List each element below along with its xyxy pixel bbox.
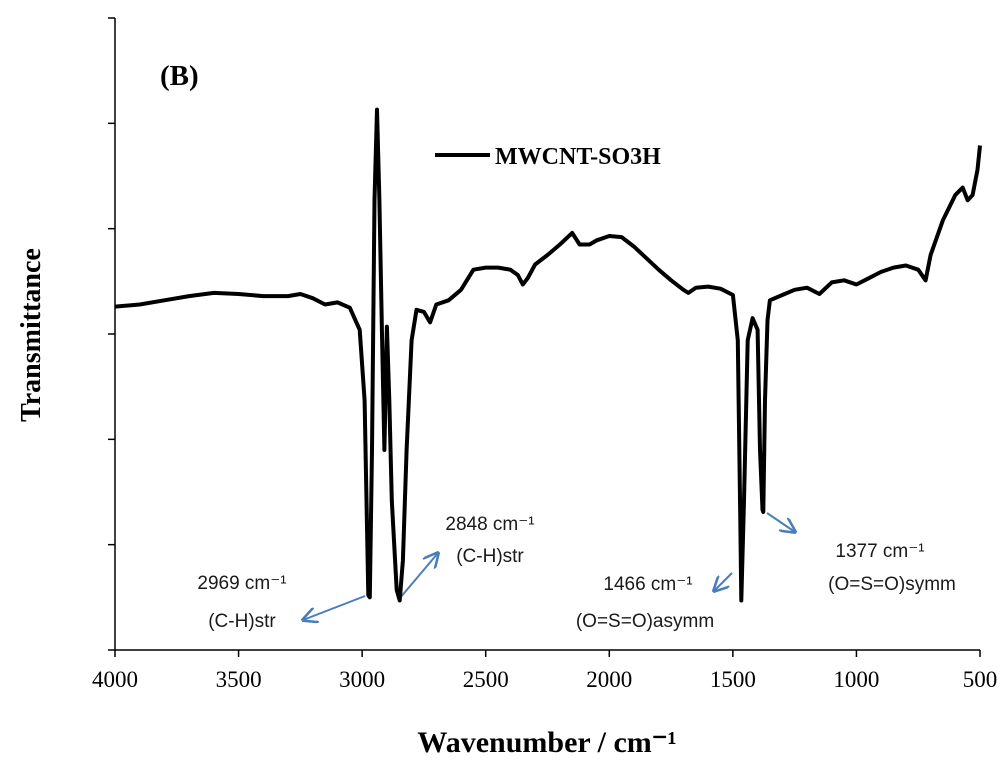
x-tick-label: 3500: [216, 667, 262, 692]
annotation-note: (O=S=O)symm: [828, 574, 956, 595]
x-tick-label: 2000: [586, 667, 632, 692]
panel-label: (B): [160, 60, 199, 92]
y-axis-title: Transmittance: [16, 248, 47, 422]
arrow: [399, 553, 438, 599]
x-axis-title: Wavenumber / cm⁻¹: [417, 726, 676, 759]
arrow: [766, 512, 795, 532]
annotation-label: 1466 cm⁻¹: [603, 574, 692, 595]
x-tick-label: 2500: [463, 667, 509, 692]
annotation-note: (C-H)str: [456, 546, 524, 567]
x-tick-label: 1500: [710, 667, 756, 692]
annotation-label: 1377 cm⁻¹: [835, 541, 924, 562]
x-tick-label: 1000: [833, 667, 879, 692]
x-tick-label: 4000: [92, 667, 138, 692]
annotation-label: 2848 cm⁻¹: [445, 514, 534, 535]
annotation-note: (C-H)str: [208, 611, 276, 632]
arrow: [303, 595, 366, 620]
x-tick-label: 3000: [339, 667, 385, 692]
annotation-note: (O=S=O)asymm: [576, 611, 714, 632]
x-tick-label: 500: [963, 667, 998, 692]
arrow: [714, 572, 733, 591]
annotation-label: 2969 cm⁻¹: [197, 573, 286, 594]
annotations: 2969 cm⁻¹ (C-H)str 2848 cm⁻¹ (C-H)str 14…: [197, 512, 956, 632]
legend-label: MWCNT-SO3H: [495, 144, 661, 170]
spectrum-line: [114, 107, 982, 603]
